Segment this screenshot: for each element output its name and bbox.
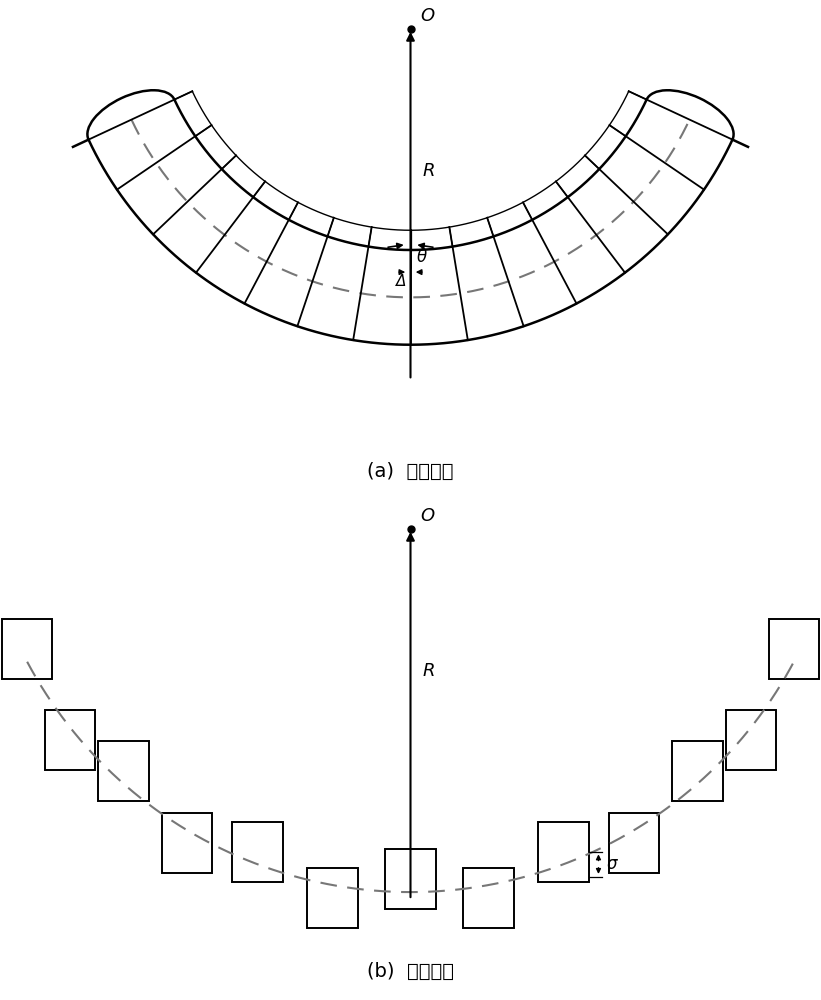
Text: (b)  环间错台: (b) 环间错台 [367,962,454,981]
Text: (a)  环缝张开: (a) 环缝张开 [367,462,454,481]
Bar [609,813,659,873]
Bar [672,741,722,801]
Bar [768,619,819,679]
Bar [539,822,589,882]
Bar [307,868,358,928]
Text: R: R [422,162,435,180]
Text: O: O [420,7,434,25]
Text: σ: σ [607,855,617,873]
Bar [2,619,53,679]
Bar [232,822,282,882]
Bar [44,710,95,770]
Text: R: R [422,662,435,680]
Bar [99,741,149,801]
Bar [162,813,212,873]
Bar [463,868,514,928]
Bar [385,849,436,909]
Text: θ: θ [417,248,427,266]
Bar [726,710,777,770]
Text: O: O [420,507,434,525]
Text: Δ: Δ [396,274,406,289]
